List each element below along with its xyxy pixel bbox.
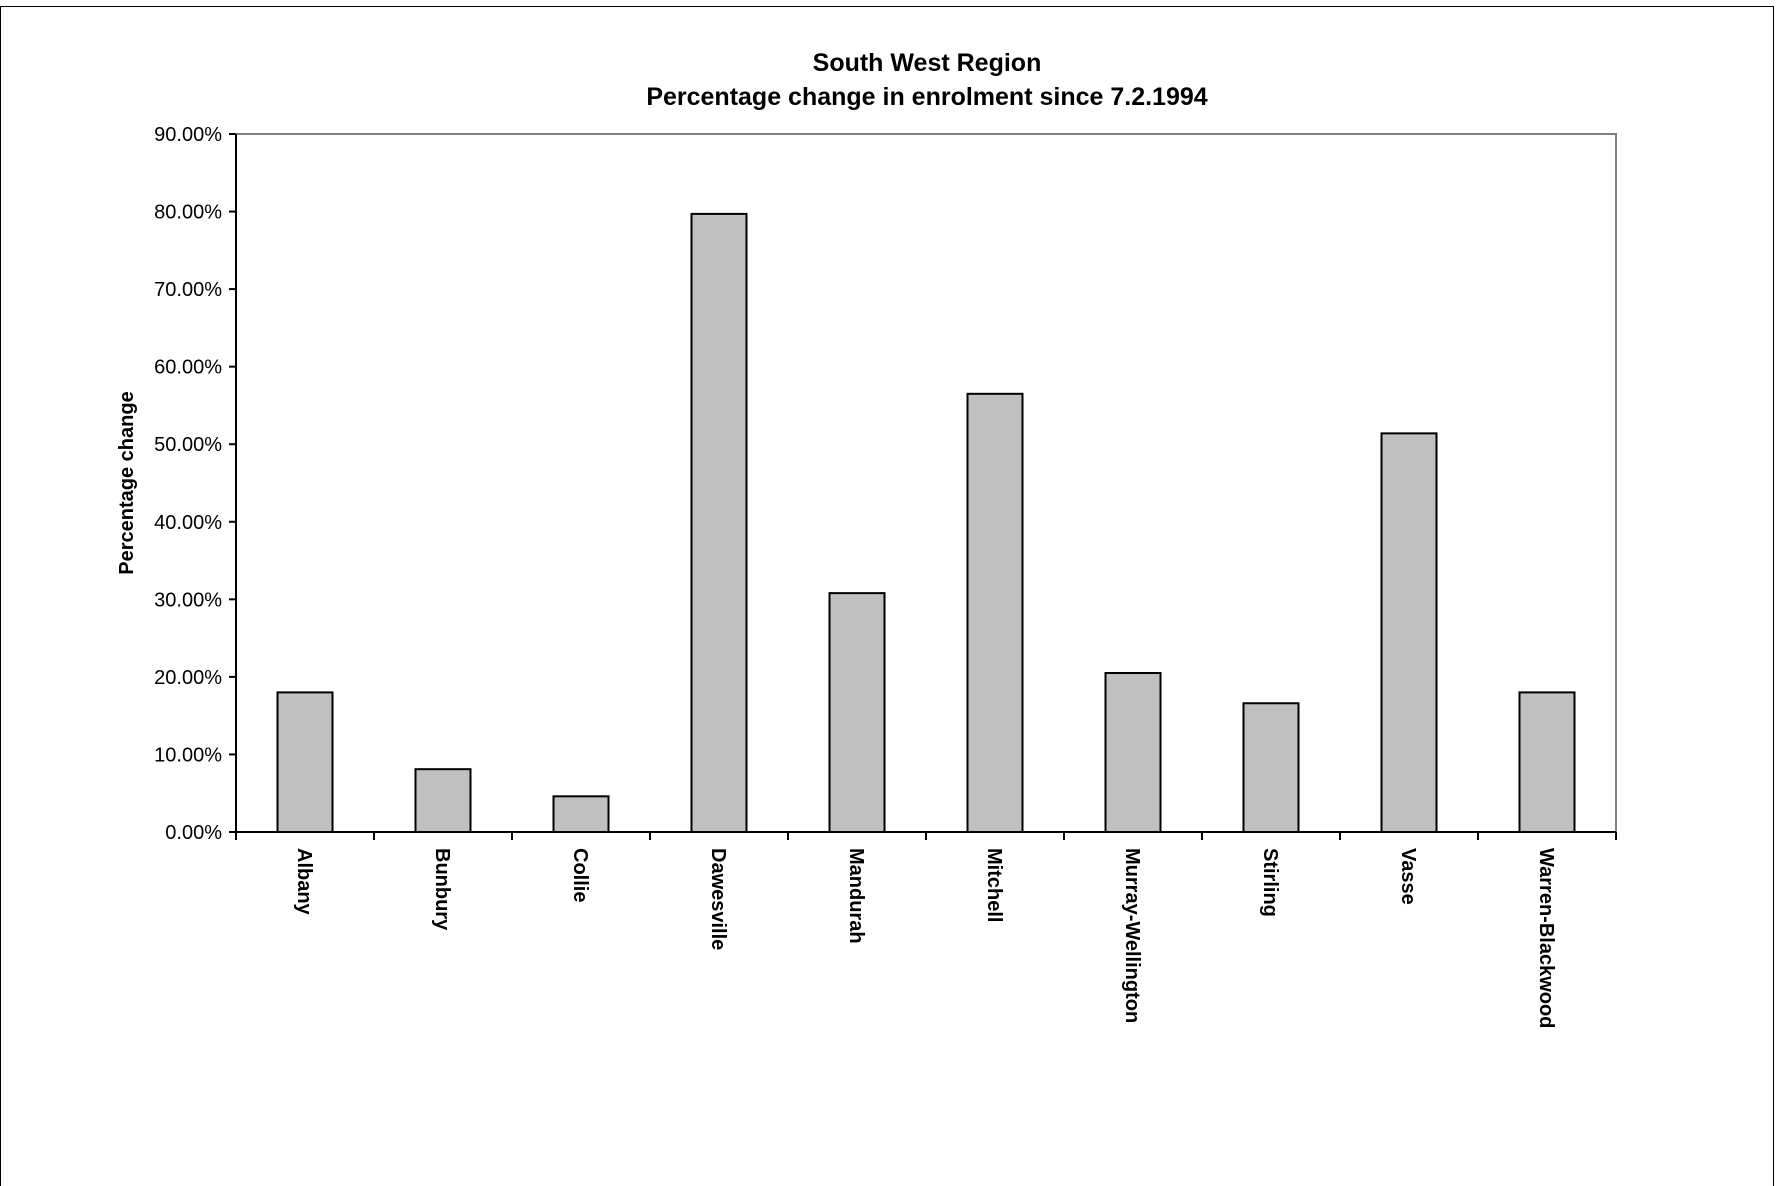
y-tick-label: 70.00% <box>154 279 222 301</box>
y-tick-label: 20.00% <box>154 667 222 689</box>
bar-mitchell <box>966 392 1024 833</box>
bar-albany <box>276 691 334 834</box>
chart-title: South West Region <box>813 49 1042 77</box>
x-tick-label: Stirling <box>1259 848 1281 917</box>
bar-bunbury <box>414 768 472 833</box>
y-tick-label: 60.00% <box>154 357 222 379</box>
y-tick-label: 50.00% <box>154 434 222 456</box>
y-axis-title: Percentage change <box>116 391 138 574</box>
bar-vasse <box>1380 432 1438 833</box>
x-tick-label: Warren-Blackwood <box>1535 848 1557 1028</box>
x-tick-label: Albany <box>293 848 315 916</box>
chart-subtitle: Percentage change in enrolment since 7.2… <box>646 83 1207 111</box>
x-tick-label: Collie <box>569 848 591 902</box>
y-tick-label: 80.00% <box>154 202 222 224</box>
x-tick-label: Mandurah <box>845 848 867 944</box>
x-tick-label: Murray-Wellington <box>1121 848 1143 1023</box>
bar-series <box>276 212 1576 834</box>
bar-mandurah <box>828 592 886 834</box>
x-tick-label: Mitchell <box>983 848 1005 922</box>
x-axis: Albany Bunbury Collie Dawesville Mandurah Mit… <box>235 831 1617 1028</box>
y-tick-label: 30.00% <box>154 589 222 611</box>
y-tick-label: 0.00% <box>165 822 222 844</box>
x-tick-label: Vasse <box>1397 848 1419 905</box>
y-axis: 0.00% 10.00% 20.00% 30.00% 40.00% 50.00% 60.00… <box>154 124 237 844</box>
chart-frame <box>0 6 1774 1186</box>
bar-stirling <box>1242 702 1300 833</box>
y-tick-label: 10.00% <box>154 744 222 766</box>
bar-dawesville <box>690 212 748 834</box>
bar-collie <box>552 795 610 834</box>
bar-murray-wellington <box>1104 672 1162 833</box>
y-tick-label: 40.00% <box>154 512 222 534</box>
x-tick-label: Bunbury <box>431 848 453 931</box>
x-tick-label: Dawesville <box>707 848 729 950</box>
bar-warren-blackwood <box>1518 691 1576 834</box>
y-tick-label: 90.00% <box>154 124 222 146</box>
